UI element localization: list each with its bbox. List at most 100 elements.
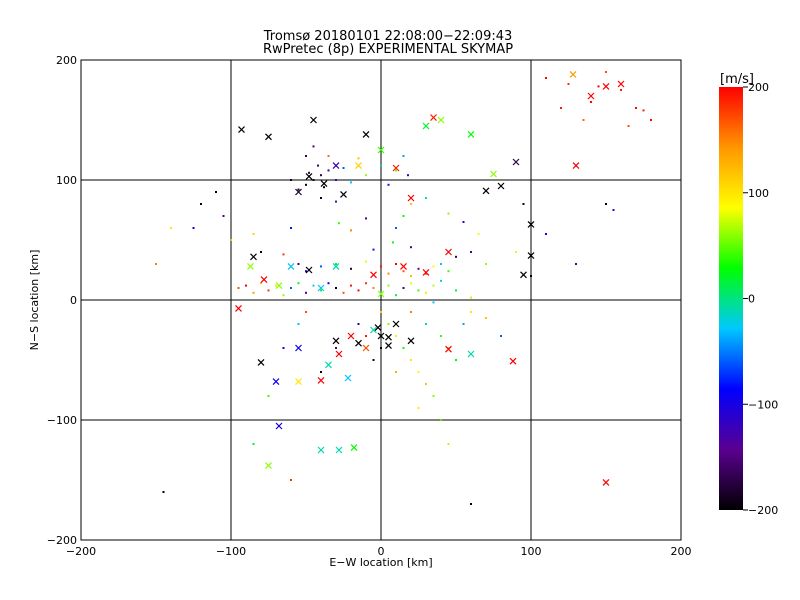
echo-dot-mark bbox=[305, 183, 307, 186]
echo-cross-mark bbox=[437, 116, 445, 124]
echo-dot-mark bbox=[380, 311, 382, 313]
echo-cross-mark bbox=[287, 262, 295, 270]
echo-dot-mark bbox=[410, 246, 412, 249]
echo-cross-mark bbox=[344, 374, 352, 382]
echo-dot-mark bbox=[260, 251, 262, 253]
echo-dot-mark bbox=[320, 265, 322, 268]
echo-dot-mark bbox=[447, 347, 450, 349]
echo-cross-mark bbox=[335, 350, 343, 358]
echo-cross-mark bbox=[422, 268, 430, 276]
echo-dot-mark bbox=[192, 227, 195, 229]
echo-dot-mark bbox=[590, 101, 592, 103]
echo-cross-mark bbox=[520, 271, 527, 279]
echo-dot-mark bbox=[395, 294, 397, 297]
echo-dot-mark bbox=[260, 282, 262, 285]
y-tick-label: 200 bbox=[56, 54, 77, 67]
echo-cross-mark bbox=[320, 180, 328, 188]
echo-dot-mark bbox=[620, 89, 622, 91]
plot-area: −200 −100 0 100 200 200 100 0 −100 −200 bbox=[47, 54, 692, 558]
echo-dot-mark bbox=[395, 335, 397, 337]
echo-dot-mark bbox=[327, 155, 330, 157]
echo-cross-mark bbox=[490, 170, 497, 178]
echo-cross-mark bbox=[497, 182, 505, 190]
echo-dot-mark bbox=[425, 291, 427, 294]
echo-cross-mark bbox=[305, 172, 313, 180]
echo-dot-mark bbox=[297, 188, 300, 191]
colorbar-tick-label: −200 bbox=[748, 504, 778, 517]
echo-dot-mark bbox=[432, 284, 435, 287]
colorbar-tick-label: −100 bbox=[748, 398, 778, 411]
colorbar-tick-label: 200 bbox=[748, 81, 769, 94]
echo-dot-mark bbox=[335, 200, 337, 203]
echo-cross-mark bbox=[275, 422, 283, 430]
echo-cross-mark bbox=[407, 337, 415, 345]
echo-dot-mark bbox=[455, 359, 457, 361]
echo-dot-mark bbox=[485, 317, 487, 319]
echo-cross-mark bbox=[305, 266, 313, 274]
echo-dot-mark bbox=[455, 289, 457, 292]
x-axis-label: E−W location [km] bbox=[329, 556, 432, 569]
echo-dot-mark bbox=[350, 229, 352, 232]
echo-dot-mark bbox=[215, 191, 217, 193]
y-tick-label: 100 bbox=[56, 174, 77, 187]
echo-cross-mark bbox=[332, 162, 340, 170]
x-tick-label: 100 bbox=[521, 545, 542, 558]
echo-dot-mark bbox=[335, 179, 337, 181]
echo-dot-mark bbox=[650, 119, 652, 121]
echo-dot-mark bbox=[305, 311, 307, 313]
echo-dot-mark bbox=[305, 270, 307, 273]
echo-dot-mark bbox=[305, 291, 307, 294]
echo-dot-mark bbox=[312, 179, 315, 181]
echo-cross-mark bbox=[235, 304, 242, 312]
echo-dot-mark bbox=[342, 291, 345, 294]
echo-cross-mark bbox=[317, 284, 325, 292]
chart-subtitle: RwPretec (8p) EXPERIMENTAL SKYMAP bbox=[263, 42, 513, 57]
echo-dot-mark bbox=[462, 323, 465, 325]
echo-cross-mark bbox=[587, 92, 595, 100]
y-tick-label: −100 bbox=[47, 414, 77, 427]
echo-dot-mark bbox=[380, 347, 382, 349]
echo-dot-mark bbox=[365, 217, 367, 220]
echo-dot-mark bbox=[155, 263, 157, 265]
echo-dot-mark bbox=[395, 169, 397, 172]
echo-cross-mark bbox=[602, 82, 610, 90]
chart-title: Tromsø 20180101 22:08:00−22:09:43 bbox=[263, 29, 513, 44]
echo-cross-mark bbox=[272, 378, 280, 386]
echo-dot-mark bbox=[470, 296, 472, 299]
echo-dot-mark bbox=[267, 395, 270, 397]
echo-dot-mark bbox=[545, 233, 547, 235]
echo-cross-mark bbox=[445, 248, 452, 256]
echo-dot-mark bbox=[335, 347, 337, 349]
echo-cross-mark bbox=[527, 252, 535, 260]
echo-cross-mark bbox=[350, 444, 358, 452]
echo-dot-mark bbox=[642, 109, 645, 112]
echo-cross-mark bbox=[377, 332, 385, 340]
echo-cross-mark bbox=[370, 271, 377, 279]
echo-dot-mark bbox=[372, 359, 375, 361]
echo-dot-mark bbox=[440, 279, 442, 282]
echo-cross-mark bbox=[310, 116, 317, 124]
echo-dot-mark bbox=[387, 272, 390, 275]
echo-cross-mark bbox=[250, 253, 257, 261]
echo-cross-mark bbox=[422, 122, 430, 130]
echo-cross-mark bbox=[362, 130, 370, 138]
echo-cross-mark bbox=[355, 162, 362, 170]
echo-dot-mark bbox=[387, 183, 390, 186]
echo-dot-mark bbox=[410, 359, 412, 361]
echo-cross-mark bbox=[317, 446, 325, 454]
echo-cross-mark bbox=[392, 320, 400, 328]
echo-dot-mark bbox=[575, 263, 577, 265]
echo-dot-mark bbox=[290, 287, 292, 289]
echo-dot-mark bbox=[200, 203, 202, 205]
echo-dot-mark bbox=[380, 164, 382, 167]
echo-dot-mark bbox=[290, 227, 292, 229]
y-axis-label: N−S location [km] bbox=[28, 250, 41, 351]
echo-dot-mark bbox=[515, 251, 517, 253]
echo-dot-mark bbox=[447, 212, 450, 215]
x-tick-label: 200 bbox=[671, 545, 692, 558]
echo-dot-mark bbox=[447, 270, 450, 273]
echo-dot-mark bbox=[327, 169, 330, 172]
echo-cross-mark bbox=[602, 478, 610, 486]
echo-cross-mark bbox=[467, 350, 475, 358]
echo-dot-mark bbox=[350, 284, 352, 287]
